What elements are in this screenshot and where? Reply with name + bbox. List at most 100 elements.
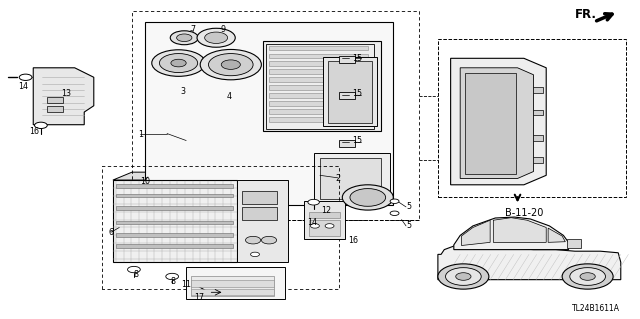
Text: 8: 8 bbox=[171, 277, 176, 286]
Bar bbox=[269, 54, 368, 58]
Polygon shape bbox=[460, 68, 534, 178]
Circle shape bbox=[35, 122, 47, 129]
Bar bbox=[266, 44, 374, 130]
Text: 15: 15 bbox=[352, 54, 362, 63]
Bar bbox=[323, 57, 378, 126]
Bar bbox=[269, 109, 368, 114]
Circle shape bbox=[170, 31, 198, 45]
Bar bbox=[269, 62, 368, 66]
Circle shape bbox=[197, 28, 236, 47]
Circle shape bbox=[152, 50, 205, 76]
Bar bbox=[243, 207, 277, 219]
Bar bbox=[339, 140, 355, 147]
Bar bbox=[269, 85, 368, 90]
Circle shape bbox=[390, 199, 399, 204]
Circle shape bbox=[166, 273, 179, 280]
Bar bbox=[269, 77, 368, 82]
Bar bbox=[309, 220, 340, 236]
Text: 12: 12 bbox=[321, 206, 332, 215]
Text: 14: 14 bbox=[307, 218, 317, 227]
Bar bbox=[438, 39, 626, 197]
Circle shape bbox=[19, 74, 32, 80]
Bar bbox=[269, 93, 368, 98]
Bar bbox=[47, 97, 63, 103]
Bar bbox=[191, 288, 274, 295]
Text: 8: 8 bbox=[134, 271, 139, 279]
Bar bbox=[465, 72, 516, 174]
Bar bbox=[145, 22, 394, 205]
Polygon shape bbox=[113, 172, 259, 180]
Bar bbox=[339, 93, 355, 100]
Bar bbox=[304, 201, 346, 239]
Polygon shape bbox=[461, 220, 490, 246]
Polygon shape bbox=[493, 218, 546, 242]
Circle shape bbox=[445, 268, 481, 286]
Circle shape bbox=[171, 59, 186, 67]
Text: 16: 16 bbox=[29, 127, 40, 136]
Text: 4: 4 bbox=[227, 92, 232, 101]
Text: 7: 7 bbox=[190, 25, 195, 34]
Text: 5: 5 bbox=[406, 221, 412, 230]
Text: 9: 9 bbox=[221, 25, 226, 34]
Bar bbox=[116, 220, 233, 224]
Bar bbox=[309, 212, 340, 218]
Polygon shape bbox=[438, 245, 621, 280]
Circle shape bbox=[127, 266, 140, 273]
Bar bbox=[534, 87, 543, 93]
Text: 2: 2 bbox=[335, 174, 340, 183]
Bar bbox=[328, 62, 372, 123]
Bar bbox=[339, 56, 355, 63]
Polygon shape bbox=[451, 58, 546, 185]
Circle shape bbox=[177, 34, 192, 41]
Bar bbox=[269, 101, 368, 106]
Bar bbox=[186, 267, 285, 299]
Text: B-11-20: B-11-20 bbox=[505, 208, 543, 218]
Bar bbox=[262, 41, 381, 131]
Text: 14: 14 bbox=[18, 82, 28, 91]
Text: 15: 15 bbox=[352, 89, 362, 98]
Text: 11: 11 bbox=[181, 280, 191, 289]
Bar bbox=[191, 276, 274, 296]
Circle shape bbox=[438, 264, 489, 289]
Circle shape bbox=[562, 264, 613, 289]
Text: 10: 10 bbox=[140, 177, 150, 186]
Circle shape bbox=[350, 189, 386, 206]
Bar bbox=[116, 244, 233, 248]
Circle shape bbox=[246, 236, 260, 244]
Bar bbox=[320, 158, 381, 199]
Circle shape bbox=[200, 49, 261, 80]
Circle shape bbox=[205, 32, 228, 43]
Bar bbox=[314, 153, 390, 202]
Polygon shape bbox=[548, 228, 565, 242]
Circle shape bbox=[308, 199, 319, 205]
Circle shape bbox=[209, 54, 253, 76]
Text: 15: 15 bbox=[352, 136, 362, 145]
Circle shape bbox=[456, 273, 471, 280]
Circle shape bbox=[390, 211, 399, 215]
Bar bbox=[269, 117, 368, 122]
Bar bbox=[113, 180, 237, 262]
Bar bbox=[116, 206, 233, 210]
Polygon shape bbox=[33, 68, 94, 125]
Circle shape bbox=[310, 224, 319, 228]
Bar bbox=[534, 135, 543, 141]
Text: 13: 13 bbox=[61, 89, 72, 98]
Text: 1: 1 bbox=[138, 130, 143, 139]
Polygon shape bbox=[454, 217, 568, 250]
Bar bbox=[269, 69, 368, 74]
Circle shape bbox=[261, 236, 276, 244]
Bar bbox=[534, 157, 543, 163]
Bar bbox=[534, 109, 543, 115]
Bar bbox=[116, 233, 233, 237]
Circle shape bbox=[250, 252, 259, 256]
Circle shape bbox=[221, 60, 241, 69]
Circle shape bbox=[570, 268, 605, 286]
Circle shape bbox=[159, 54, 198, 72]
Text: TL24B1611A: TL24B1611A bbox=[572, 304, 620, 313]
Bar bbox=[47, 106, 63, 112]
Circle shape bbox=[325, 224, 334, 228]
Text: 6: 6 bbox=[109, 228, 113, 237]
Bar bbox=[191, 280, 274, 286]
Bar bbox=[237, 180, 288, 262]
Bar bbox=[116, 184, 233, 188]
